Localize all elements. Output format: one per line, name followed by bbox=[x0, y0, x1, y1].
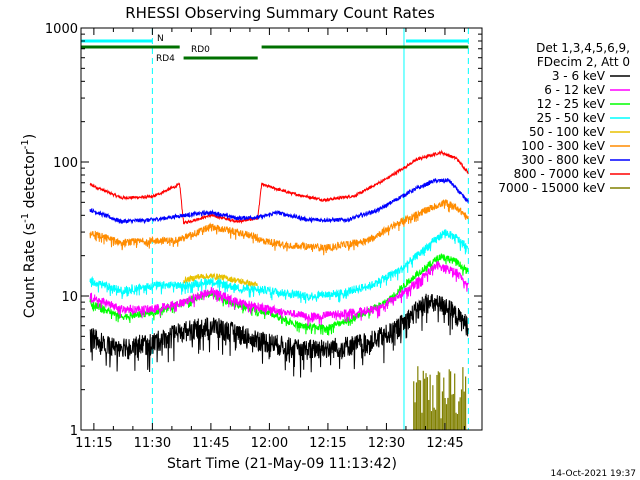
series-50-100-kev bbox=[183, 272, 258, 288]
series-7000-15000-kev bbox=[413, 366, 467, 430]
series-100-300-kev bbox=[89, 199, 469, 256]
series-800-7000-kev bbox=[89, 149, 469, 225]
x-tick-label: 12:15 bbox=[309, 436, 346, 451]
x-tick-label: 11:45 bbox=[192, 436, 229, 451]
legend-entry-label: 800 - 7000 keV bbox=[514, 167, 606, 181]
legend-entry-label: 3 - 6 keV bbox=[552, 69, 606, 83]
legend-entry-label: 50 - 100 keV bbox=[529, 125, 606, 139]
bar-label-rd4: RD4 bbox=[156, 54, 175, 64]
legend-entry-label: 7000 - 15000 keV bbox=[498, 181, 605, 195]
x-tick-label: 11:15 bbox=[75, 436, 112, 451]
status-bars: N RD0 RD4 bbox=[81, 34, 469, 64]
y-tick-label: 1000 bbox=[45, 22, 78, 37]
x-tick-label: 12:45 bbox=[426, 436, 463, 451]
series-layer bbox=[89, 149, 469, 430]
y-tick-label: 100 bbox=[53, 156, 78, 171]
legend-entry-label: 25 - 50 keV bbox=[537, 111, 606, 125]
plot-frame bbox=[80, 28, 469, 430]
legend-entry-label: 6 - 12 keV bbox=[544, 83, 606, 97]
axes-frame bbox=[80, 27, 483, 431]
series-3-6-kev bbox=[89, 293, 469, 378]
series-25-50-kev bbox=[89, 229, 469, 304]
x-tick-label: 12:00 bbox=[251, 436, 288, 451]
legend-entry-label: 300 - 800 keV bbox=[521, 153, 605, 167]
x-tick-label: 12:30 bbox=[368, 436, 405, 451]
y-axis-label: Count Rate (s-1 detector-1) bbox=[20, 134, 38, 318]
legend-entry-label: 12 - 25 keV bbox=[537, 97, 606, 111]
x-axis-label: Start Time (21-May-09 11:13:42) bbox=[167, 456, 397, 472]
y-tick-label: 10 bbox=[61, 290, 78, 305]
legend: Det 1,3,4,5,6,9, FDecim 2, Att 0 3 - 6 k… bbox=[498, 41, 630, 195]
chart-title: RHESSI Observing Summary Count Rates bbox=[125, 4, 435, 22]
bar-label-rd0: RD0 bbox=[191, 45, 210, 55]
timestamp: 14-Oct-2021 19:37 bbox=[551, 469, 636, 479]
series-300-800-kev bbox=[89, 177, 469, 225]
legend-header-line-1: Det 1,3,4,5,6,9, bbox=[536, 41, 630, 55]
legend-entry-label: 100 - 300 keV bbox=[521, 139, 605, 153]
series-12-25-kev bbox=[89, 253, 469, 336]
x-tick-label: 11:30 bbox=[134, 436, 171, 451]
axes: 11:15 11:30 11:45 12:00 12:15 12:30 12:45 1 10 10… bbox=[45, 22, 483, 451]
series-6-12-kev bbox=[89, 260, 469, 327]
legend-header-line-2: FDecim 2, Att 0 bbox=[537, 55, 630, 69]
y-tick-label: 1 bbox=[70, 424, 78, 439]
bar-label-n: N bbox=[157, 34, 164, 44]
